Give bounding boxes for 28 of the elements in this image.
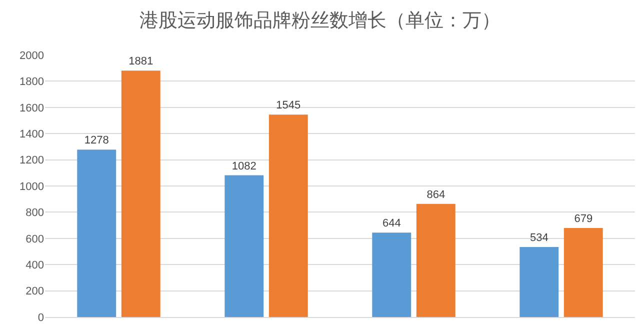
data-label: 1278	[84, 134, 109, 147]
data-label: 1881	[128, 56, 154, 68]
bar	[224, 175, 264, 317]
y-tick-label: 800	[26, 207, 44, 220]
y-tick-label: 1600	[20, 102, 44, 114]
bar	[77, 150, 116, 317]
bar	[520, 247, 559, 317]
y-tick-label: 1000	[20, 180, 44, 193]
chart-title: 港股运动服饰品牌粉丝数增长（单位：万）	[140, 9, 500, 32]
y-tick-label: 600	[26, 233, 44, 246]
data-label: 1545	[276, 100, 301, 112]
data-label: 1082	[232, 160, 256, 172]
data-label: 864	[426, 188, 446, 201]
data-label: 534	[530, 232, 548, 244]
data-label: 679	[574, 213, 593, 226]
y-tick-label: 1200	[20, 154, 44, 167]
bar	[564, 228, 603, 317]
y-tick-label: 200	[26, 286, 44, 298]
bar	[416, 204, 456, 317]
bar	[268, 114, 308, 317]
bar	[121, 70, 160, 317]
y-tick-label: 400	[26, 259, 44, 272]
bar	[372, 232, 412, 317]
y-tick-label: 0	[38, 312, 44, 324]
y-tick-label: 2000	[20, 50, 44, 62]
y-tick-label: 1800	[20, 76, 44, 88]
y-tick-label: 1400	[20, 128, 44, 140]
data-label: 644	[382, 218, 401, 230]
